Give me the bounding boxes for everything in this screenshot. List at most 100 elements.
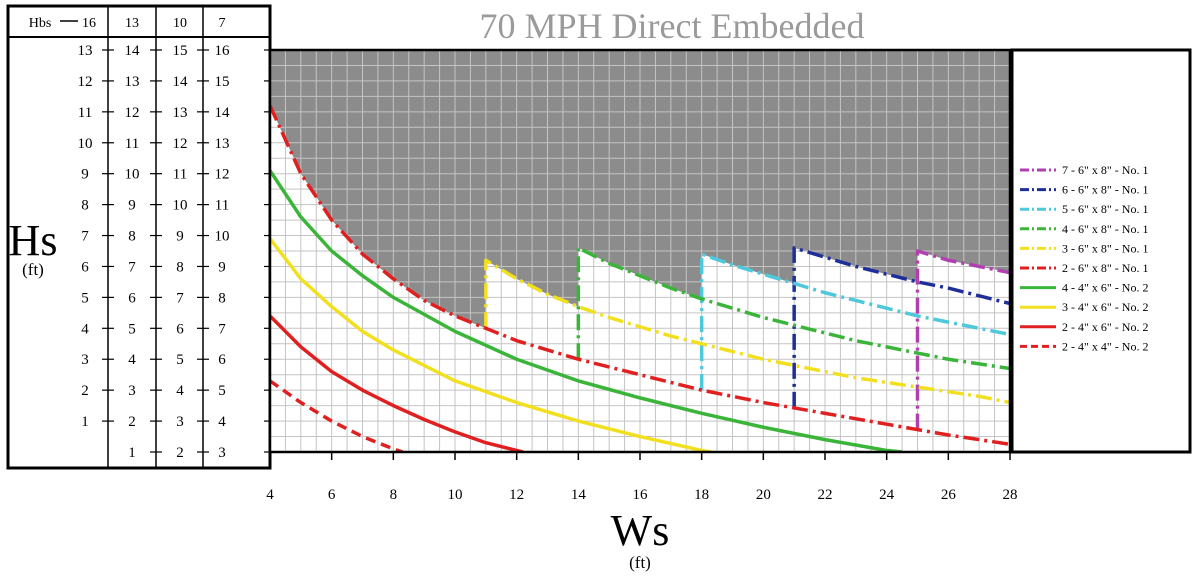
x-axis-ticks: 4 6 8 10 12 14 16 18 20 22 24 26 28 [266,452,1018,503]
hbs-cell: 3 [218,445,226,461]
series-line [915,249,1010,430]
hbs-cell: 4 [81,321,89,337]
hbs-cell: 8 [81,198,89,214]
hbs-cell: 13 [125,74,140,90]
hbs-cell: 16 [215,43,231,59]
hbs-cell: 13 [173,105,188,121]
x-tick-label: 20 [756,487,771,503]
hbs-cell: 10 [125,167,140,183]
series-line [270,314,524,452]
hbs-cell: 6 [176,321,184,337]
x-tick-label: 24 [879,487,895,503]
x-axis-unit: (ft) [629,553,651,572]
hbs-cell: 7 [128,259,136,275]
legend-label: 2 - 4" x 6" - No. 2 [1062,320,1148,334]
hbs-cell: 6 [81,259,89,275]
x-tick-label: 14 [571,487,587,503]
series-lines [270,104,1010,452]
hbs-cell: 7 [176,290,184,306]
hbs-cell: 9 [176,229,184,245]
hbs-cell: 15 [215,74,230,90]
x-tick-label: 4 [266,487,274,503]
hbs-cell: 6 [128,290,136,306]
hbs-cell: 7 [218,321,226,337]
hbs-cell: 4 [218,414,226,430]
hbs-cell: 2 [128,414,136,430]
legend-label: 3 - 4" x 6" - No. 2 [1062,300,1148,314]
hbs-cell: 7 [81,229,89,245]
x-tick-label: 6 [328,487,336,503]
series-line [484,258,1010,405]
legend-label: 3 - 6" x 8" - No. 1 [1062,241,1148,255]
legend-label: 6 - 6" x 8" - No. 1 [1062,183,1148,197]
hbs-header-label: Hbs [29,16,52,31]
hbs-cell: 6 [218,352,226,368]
hbs-cell: 8 [176,259,184,275]
x-tick-label: 28 [1003,487,1018,503]
hbs-table: Hbs 16 13 10 7 1312111098765432114131211… [6,4,272,470]
grid-lines [270,50,1010,452]
hbs-cell: 8 [128,229,136,245]
series-line [270,237,712,452]
hbs-cell: 12 [125,105,140,121]
hbs-header-7: 7 [219,16,226,31]
hbs-cells: 1312111098765432114131211109876543211514… [78,43,270,461]
series-line [270,104,1010,446]
legend-label: 5 - 6" x 8" - No. 1 [1062,202,1148,216]
legend-label: 4 - 6" x 8" - No. 1 [1062,222,1148,236]
series-line [576,246,1010,371]
hbs-cell: 8 [218,290,226,306]
hbs-cell: 13 [215,136,230,152]
legend-label: 2 - 6" x 8" - No. 1 [1062,261,1148,275]
hbs-cell: 3 [128,383,136,399]
series-line [792,246,1010,408]
hbs-cell: 11 [215,198,229,214]
legend-label: 7 - 6" x 8" - No. 1 [1062,163,1148,177]
legend-label: 2 - 4" x 4" - No. 2 [1062,339,1148,353]
hbs-cell: 2 [176,445,184,461]
hbs-cell: 10 [78,136,93,152]
hbs-cell: 1 [81,414,89,430]
hbs-cell: 2 [81,383,89,399]
hbs-cell: 3 [81,352,89,368]
legend-box [1010,48,1192,454]
x-tick-label: 22 [818,487,833,503]
hbs-cell: 4 [128,352,136,368]
hbs-cell: 14 [125,43,141,59]
x-tick-label: 10 [448,487,463,503]
y-axis-unit: (ft) [22,260,44,279]
hbs-header-10: 10 [173,16,187,31]
hbs-cell: 4 [176,383,184,399]
x-tick-label: 26 [941,487,957,503]
x-tick-label: 16 [633,487,649,503]
x-tick-label: 8 [390,487,398,503]
legend-label: 4 - 4" x 6" - No. 2 [1062,281,1148,295]
hbs-cell: 1 [128,445,136,461]
legend: 7 - 6" x 8" - No. 1 6 - 6" x 8" - No. 1 5 … [1010,48,1192,454]
hbs-cell: 11 [78,105,92,121]
hbs-cell: 14 [173,74,189,90]
plot-area [268,48,1012,454]
hbs-cell: 5 [128,321,136,337]
hbs-header-13: 13 [125,16,139,31]
hbs-cell: 5 [218,383,226,399]
x-tick-label: 12 [509,487,524,503]
hbs-cell: 11 [173,167,187,183]
hbs-cell: 11 [125,136,139,152]
hbs-cell: 12 [173,136,188,152]
hbs-cell: 9 [218,259,226,275]
series-line [270,169,903,452]
hbs-cell: 5 [176,352,184,368]
hbs-cell: 3 [176,414,184,430]
hbs-cell: 13 [78,43,93,59]
y-axis-label: Hs [9,216,58,265]
hbs-cell: 12 [215,167,230,183]
hbs-cell: 14 [215,105,231,121]
hbs-cell: 10 [173,198,188,214]
hbs-cell: 12 [78,74,93,90]
hbs-cell: 9 [128,198,136,214]
hbs-cell: 15 [173,43,188,59]
chart-title: 70 MPH Direct Embedded [480,6,865,46]
hbs-header-16: 16 [82,16,96,31]
